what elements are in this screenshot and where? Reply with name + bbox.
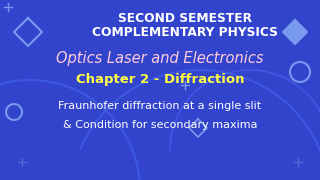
Text: SECOND SEMESTER: SECOND SEMESTER [118,12,252,24]
Polygon shape [283,20,307,44]
Text: COMPLEMENTARY PHYSICS: COMPLEMENTARY PHYSICS [92,26,278,39]
Text: & Condition for secondary maxima: & Condition for secondary maxima [63,120,257,130]
Text: Chapter 2 - Diffraction: Chapter 2 - Diffraction [76,73,244,87]
Text: Optics Laser and Electronics: Optics Laser and Electronics [56,51,264,66]
Text: Fraunhofer diffraction at a single slit: Fraunhofer diffraction at a single slit [59,101,261,111]
